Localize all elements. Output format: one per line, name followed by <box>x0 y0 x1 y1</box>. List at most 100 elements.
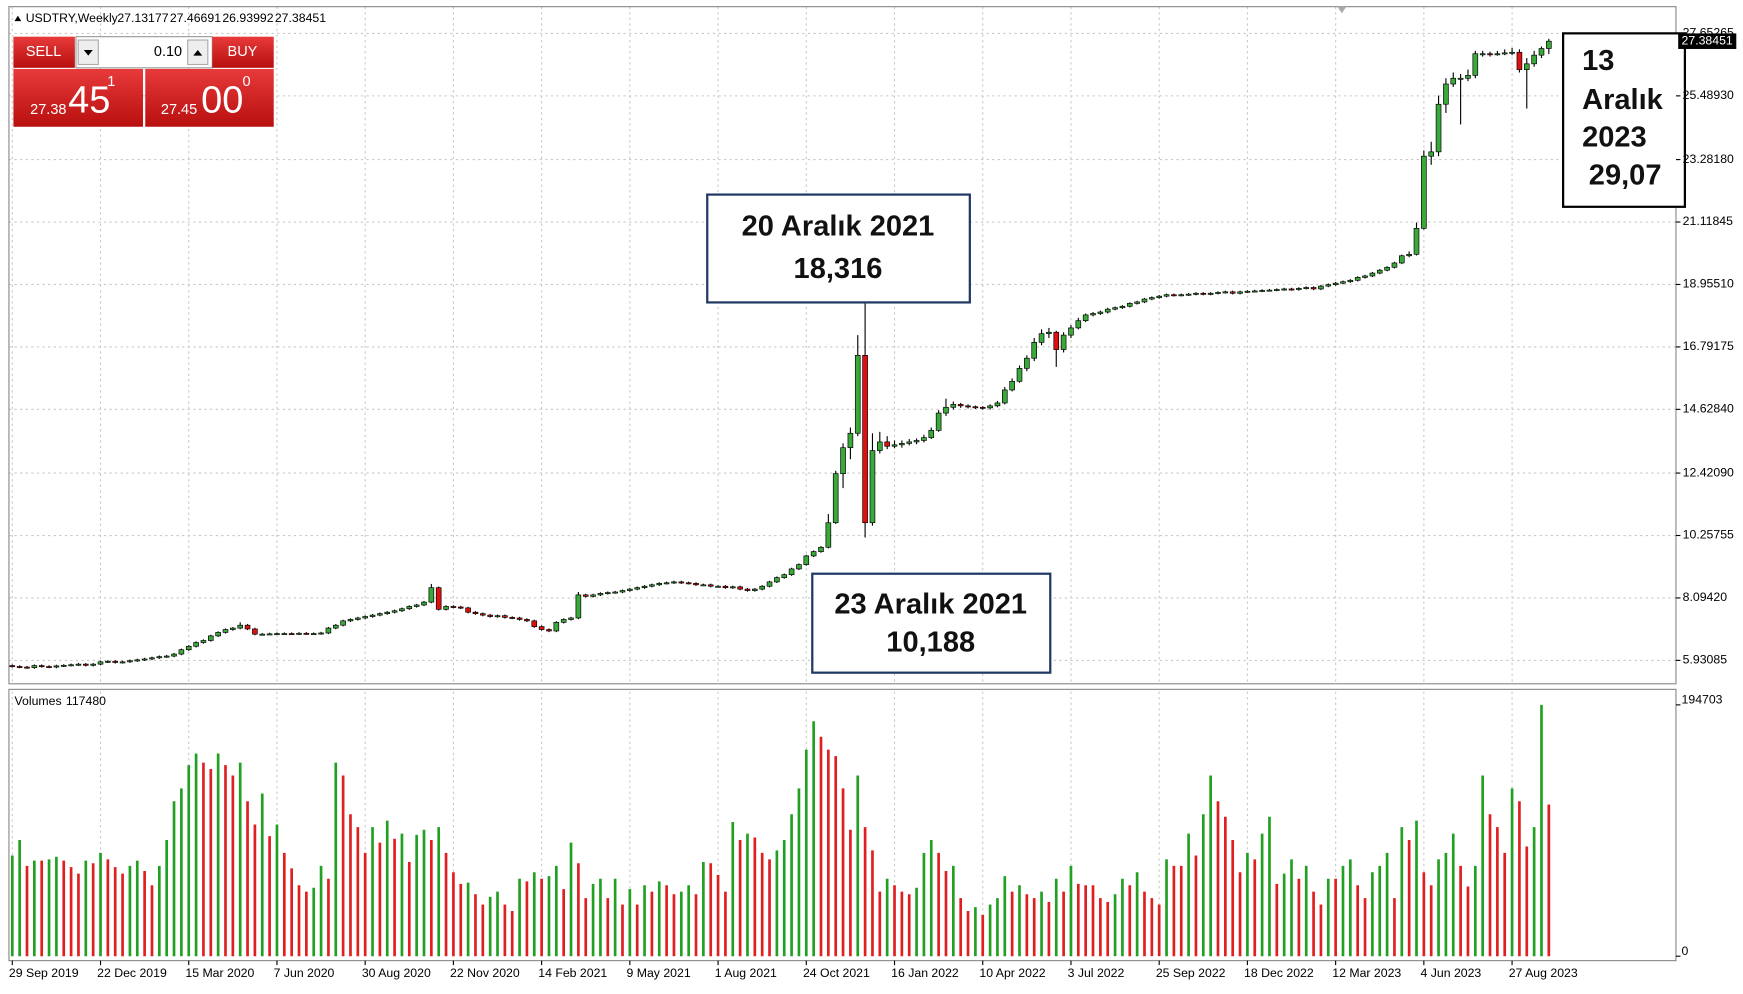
candle-body <box>207 635 214 641</box>
candle-body <box>1281 288 1287 291</box>
x-tick-label: 10 Apr 2022 <box>979 966 1045 980</box>
candle-body <box>685 582 692 585</box>
annotation-text: Aralık <box>1582 84 1664 116</box>
lot-value[interactable]: 0.10 <box>154 44 182 60</box>
volume-panel-frame <box>8 688 1677 962</box>
candle-body <box>854 354 861 434</box>
candle-body <box>972 406 979 409</box>
candle-body <box>127 660 133 663</box>
volume-label: Volumes <box>15 694 62 708</box>
candle-body <box>1215 292 1221 294</box>
bid-box[interactable] <box>13 68 144 127</box>
candle-body <box>1274 289 1280 291</box>
y-tick-label: 10.25755 <box>1683 528 1734 542</box>
y-tick-label: 5.93085 <box>1683 653 1728 667</box>
shift-marker <box>1337 6 1347 14</box>
candle-body <box>715 585 721 588</box>
candle-body <box>796 564 802 570</box>
candle-body <box>1082 314 1089 322</box>
candle-body <box>1531 54 1537 65</box>
header-close: 27.38451 <box>275 11 326 25</box>
bid-pips: 45 <box>68 79 110 121</box>
candle-body <box>1038 333 1045 343</box>
x-tick-label: 24 Oct 2021 <box>803 966 870 980</box>
candle-body <box>943 406 949 414</box>
candle-body <box>1046 331 1052 335</box>
y-tick-label: 12.42090 <box>1683 465 1734 479</box>
candle-body <box>1104 308 1111 313</box>
annotation-text: 23 Aralık 2021 <box>834 589 1027 621</box>
candle-body <box>24 666 30 669</box>
candle-body <box>60 664 67 667</box>
price-label: 27.38451 <box>1682 33 1733 47</box>
candle-body <box>1318 285 1324 290</box>
candle-body <box>568 617 574 620</box>
candle-body <box>347 619 354 622</box>
candle-body <box>965 405 971 408</box>
sell-button[interactable] <box>13 36 75 68</box>
buy-button[interactable] <box>212 36 274 68</box>
candle-body <box>891 444 898 447</box>
candle-body <box>1487 53 1493 56</box>
annotation-text: 18,316 <box>794 253 883 285</box>
ask-box[interactable] <box>145 68 274 127</box>
candle-body <box>921 437 927 441</box>
candle-body <box>612 591 618 594</box>
x-tick-label: 15 Mar 2020 <box>185 966 254 980</box>
candle-body <box>1406 253 1412 257</box>
candle-body <box>1450 77 1457 85</box>
x-tick-label: 29 Sep 2019 <box>9 966 79 980</box>
candle-body <box>377 613 383 616</box>
candle-body <box>1134 301 1140 304</box>
candle-body <box>700 584 707 587</box>
annotation-text: 20 Aralık 2021 <box>742 211 935 243</box>
candle-body <box>230 627 236 630</box>
candle-body <box>1325 284 1332 287</box>
candle-body <box>281 633 288 636</box>
candle-body <box>421 601 427 606</box>
candle-body <box>119 661 126 664</box>
candle-body <box>259 633 266 636</box>
candle-body <box>693 583 699 586</box>
candle-body <box>774 577 780 583</box>
candle-body <box>1024 357 1030 369</box>
candle-body <box>913 440 920 443</box>
candle-body <box>538 626 545 630</box>
candle-body <box>1494 53 1501 56</box>
candle-body <box>1354 277 1361 281</box>
candle-body <box>1465 75 1471 79</box>
x-tick-label: 25 Sep 2022 <box>1156 966 1226 980</box>
candle-body <box>1141 298 1148 303</box>
candle-body <box>340 620 346 626</box>
candle-body <box>1229 291 1236 294</box>
annotation-text: 13 <box>1582 45 1614 77</box>
collapse-arrow <box>14 15 22 22</box>
header-low: 26.93992 <box>222 11 273 25</box>
annotation-text: 10,188 <box>886 626 975 658</box>
x-tick-label: 14 Feb 2021 <box>538 966 607 980</box>
candle-body <box>399 608 405 612</box>
annotation-box <box>1561 32 1687 208</box>
candle-body <box>1332 282 1339 285</box>
candle-body <box>171 653 177 657</box>
ask-pips: 00 <box>201 79 243 121</box>
ask-point: 0 <box>242 74 250 90</box>
buy-label[interactable]: BUY <box>228 44 258 60</box>
candle-body <box>1303 287 1310 289</box>
candle-body <box>494 615 501 618</box>
candle-body <box>678 581 685 584</box>
candle-body <box>1009 380 1015 391</box>
candle-body <box>244 624 251 630</box>
candle-body <box>1266 289 1273 292</box>
sell-label[interactable]: SELL <box>26 44 61 60</box>
candle-body <box>163 655 170 658</box>
y-tick-label: 25.48930 <box>1683 88 1734 102</box>
candle-body <box>810 551 817 557</box>
candle-body <box>994 402 1001 407</box>
x-tick-label: 9 May 2021 <box>626 966 690 980</box>
candle-body <box>1053 331 1060 350</box>
down-arrow <box>83 50 93 56</box>
candle-body <box>1399 255 1405 264</box>
ask-main: 27.45 <box>161 102 197 118</box>
symbol: USDTRY,Weekly <box>26 11 119 25</box>
